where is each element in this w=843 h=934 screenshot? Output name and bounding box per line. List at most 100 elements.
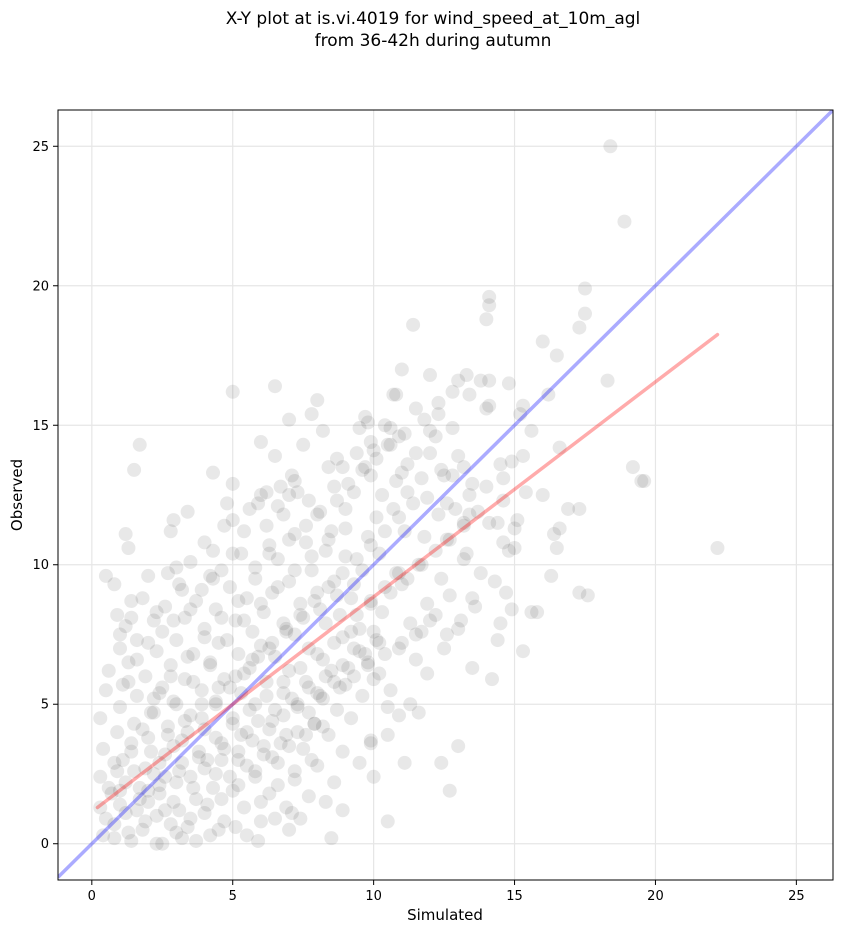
data-point (327, 574, 342, 589)
data-point (315, 691, 330, 706)
data-point (377, 418, 392, 433)
data-point (434, 571, 449, 586)
data-point (518, 485, 533, 500)
data-point (282, 532, 297, 547)
data-point (231, 744, 246, 759)
identity-line (58, 110, 833, 879)
data-point (304, 407, 319, 422)
data-point (313, 504, 328, 519)
data-point (208, 730, 223, 745)
data-point (146, 691, 161, 706)
data-point (279, 621, 294, 636)
data-point (234, 546, 249, 561)
data-point (363, 594, 378, 609)
data-point (338, 521, 353, 536)
data-point (456, 460, 471, 475)
data-point (420, 490, 435, 505)
data-point (375, 605, 390, 620)
data-point (434, 462, 449, 477)
data-point (332, 607, 347, 622)
data-point (377, 580, 392, 595)
data-point (383, 683, 398, 698)
data-point (194, 711, 209, 726)
data-point (397, 755, 412, 770)
data-point (366, 624, 381, 639)
data-point (208, 697, 223, 712)
data-point (270, 755, 285, 770)
data-point (332, 680, 347, 695)
data-point (313, 688, 328, 703)
data-point (299, 535, 313, 550)
data-point (259, 688, 274, 703)
data-point (98, 568, 113, 583)
data-point (493, 616, 508, 631)
data-point (253, 814, 268, 829)
data-point (129, 633, 144, 648)
data-point (222, 580, 237, 595)
data-point (352, 421, 367, 436)
data-point (242, 702, 257, 717)
data-point (451, 448, 466, 463)
data-point (127, 716, 142, 731)
data-point (459, 546, 474, 561)
data-point (482, 373, 497, 388)
data-point (411, 557, 426, 572)
data-point (262, 641, 277, 656)
data-point (392, 566, 406, 581)
data-point (273, 479, 288, 494)
data-point (113, 700, 127, 715)
data-point (253, 596, 268, 611)
data-point (237, 800, 251, 815)
data-point (149, 605, 164, 620)
data-point (414, 624, 429, 639)
data-point (369, 633, 384, 648)
data-point (403, 616, 418, 631)
data-point (172, 577, 187, 592)
data-point (510, 513, 525, 528)
data-point (284, 691, 299, 706)
data-point (107, 755, 122, 770)
data-point (414, 557, 429, 572)
data-point (222, 769, 237, 784)
data-point (504, 602, 519, 617)
data-point (335, 658, 350, 673)
data-point (580, 588, 595, 603)
data-point (186, 647, 201, 662)
data-point (380, 700, 395, 715)
data-point (138, 761, 153, 776)
data-point (318, 543, 333, 558)
data-point (155, 624, 170, 639)
data-point (253, 488, 268, 502)
data-point (146, 705, 161, 720)
x-tick-label: 0 (88, 889, 96, 904)
data-point (408, 627, 423, 642)
data-point (93, 800, 108, 815)
data-point (113, 783, 127, 798)
data-point (141, 783, 156, 798)
data-point (437, 641, 452, 656)
data-point (465, 476, 480, 491)
data-point (482, 289, 497, 304)
data-point (253, 794, 268, 809)
data-point (141, 730, 156, 745)
reference-lines (58, 110, 833, 879)
data-point (397, 426, 412, 441)
data-point (310, 758, 325, 773)
data-point (293, 596, 308, 611)
data-point (372, 635, 387, 650)
data-point (411, 705, 426, 720)
data-point (98, 683, 113, 698)
data-point (496, 535, 511, 550)
data-point (282, 663, 297, 678)
data-point (603, 139, 618, 154)
data-point (363, 468, 378, 483)
data-point (321, 727, 336, 742)
data-point (135, 722, 150, 737)
data-point (180, 819, 195, 834)
data-point (375, 488, 390, 502)
data-point (225, 783, 240, 798)
data-point (442, 588, 457, 603)
data-point (516, 644, 530, 659)
data-point (197, 630, 212, 645)
data-point (96, 741, 111, 756)
